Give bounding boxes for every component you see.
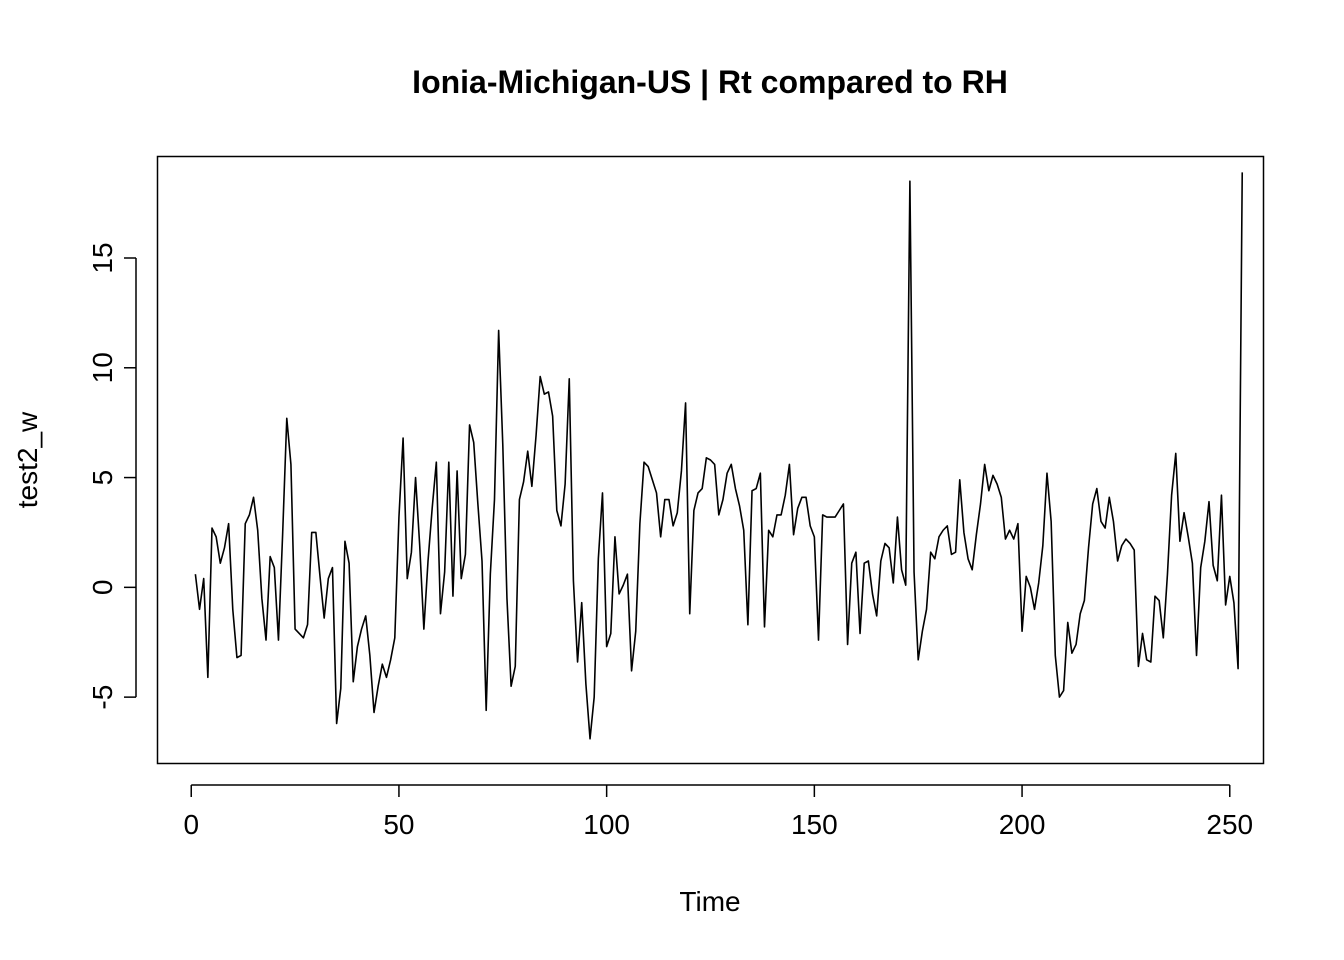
y-tick-label: 15: [87, 242, 118, 273]
y-tick-label: 0: [87, 580, 118, 596]
series-line: [194, 172, 1244, 740]
x-tick-label: 250: [1206, 809, 1253, 840]
y-tick-label: 5: [87, 470, 118, 486]
x-axis: 0 50 100 150 200 250: [183, 784, 1253, 840]
x-axis-label: Time: [679, 886, 740, 917]
y-axis-label: test2_w: [12, 411, 43, 508]
chart-title: Ionia-Michigan-US | Rt compared to RH: [412, 64, 1008, 100]
y-tick-label: 10: [87, 352, 118, 383]
x-tick-label: 200: [999, 809, 1046, 840]
x-tick-label: 100: [583, 809, 630, 840]
y-axis: -5 0 5 10 15: [87, 242, 137, 710]
x-tick-label: 50: [383, 809, 414, 840]
y-tick-label: -5: [87, 685, 118, 710]
x-tick-label: 150: [791, 809, 838, 840]
plot-frame: [156, 155, 1265, 765]
x-tick-label: 0: [183, 809, 199, 840]
